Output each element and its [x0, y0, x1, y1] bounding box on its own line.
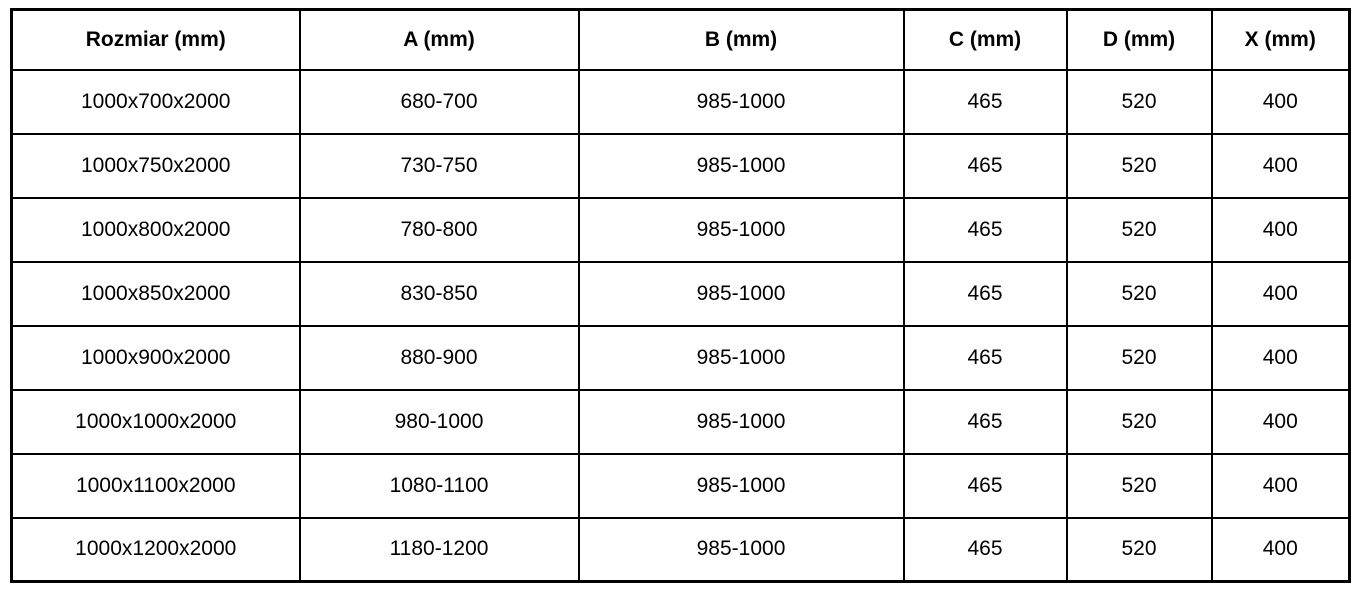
table-cell: 465: [902, 196, 1068, 263]
table-row: 1000x850x2000 830-850 985-1000 465 520 400: [10, 260, 1351, 327]
column-header-rozmiar: Rozmiar (mm): [10, 8, 301, 71]
table-cell: 1000x750x2000: [10, 132, 301, 199]
table-cell: 880-900: [298, 324, 580, 391]
table-cell: 680-700: [298, 68, 580, 135]
table-cell: 465: [902, 132, 1068, 199]
table-row: 1000x1200x2000 1180-1200 985-1000 465 520 400: [10, 516, 1351, 583]
table-cell: 465: [902, 388, 1068, 455]
table-cell: 1000x1000x2000: [10, 388, 301, 455]
table-cell: 730-750: [298, 132, 580, 199]
column-header-d: D (mm): [1065, 8, 1213, 71]
table-cell: 985-1000: [577, 388, 905, 455]
table-cell: 400: [1210, 260, 1351, 327]
table-row: 1000x1000x2000 980-1000 985-1000 465 520 400: [10, 388, 1351, 455]
table-cell: 1000x1200x2000: [10, 516, 301, 583]
table-cell: 985-1000: [577, 132, 905, 199]
table-cell: 1000x800x2000: [10, 196, 301, 263]
column-header-c: C (mm): [902, 8, 1068, 71]
table-cell: 980-1000: [298, 388, 580, 455]
table-cell: 985-1000: [577, 68, 905, 135]
table-cell: 985-1000: [577, 260, 905, 327]
table-cell: 1000x850x2000: [10, 260, 301, 327]
table-cell: 520: [1065, 452, 1213, 519]
table-cell: 985-1000: [577, 324, 905, 391]
column-header-x: X (mm): [1210, 8, 1351, 71]
column-header-a: A (mm): [298, 8, 580, 71]
table-cell: 1000x700x2000: [10, 68, 301, 135]
table-cell: 520: [1065, 132, 1213, 199]
table-cell: 400: [1210, 516, 1351, 583]
table-cell: 465: [902, 452, 1068, 519]
table-cell: 780-800: [298, 196, 580, 263]
table-cell: 830-850: [298, 260, 580, 327]
table-cell: 520: [1065, 196, 1213, 263]
table-cell: 1180-1200: [298, 516, 580, 583]
table-row: 1000x750x2000 730-750 985-1000 465 520 400: [10, 132, 1351, 199]
column-header-b: B (mm): [577, 8, 905, 71]
table-row: 1000x1100x2000 1080-1100 985-1000 465 520 400: [10, 452, 1351, 519]
table-cell: 400: [1210, 452, 1351, 519]
table-cell: 520: [1065, 260, 1213, 327]
table-cell: 520: [1065, 516, 1213, 583]
table-cell: 400: [1210, 388, 1351, 455]
table-cell: 1080-1100: [298, 452, 580, 519]
table-cell: 1000x1100x2000: [10, 452, 301, 519]
table-row: 1000x900x2000 880-900 985-1000 465 520 400: [10, 324, 1351, 391]
size-specification-table: Rozmiar (mm) A (mm) B (mm) C (mm) D (mm)…: [10, 8, 1351, 583]
table-cell: 465: [902, 516, 1068, 583]
table-header: Rozmiar (mm) A (mm) B (mm) C (mm) D (mm)…: [10, 8, 1351, 71]
table-cell: 985-1000: [577, 452, 905, 519]
table-cell: 400: [1210, 132, 1351, 199]
table-row: 1000x800x2000 780-800 985-1000 465 520 400: [10, 196, 1351, 263]
table-cell: 400: [1210, 324, 1351, 391]
table-body: 1000x700x2000 680-700 985-1000 465 520 400 100…: [10, 68, 1351, 583]
table-header-row: Rozmiar (mm) A (mm) B (mm) C (mm) D (mm)…: [10, 8, 1351, 71]
table-cell: 465: [902, 260, 1068, 327]
table-cell: 400: [1210, 68, 1351, 135]
table-cell: 1000x900x2000: [10, 324, 301, 391]
table-cell: 985-1000: [577, 196, 905, 263]
table-row: 1000x700x2000 680-700 985-1000 465 520 400: [10, 68, 1351, 135]
table-cell: 520: [1065, 68, 1213, 135]
table-cell: 465: [902, 324, 1068, 391]
table-cell: 985-1000: [577, 516, 905, 583]
table-cell: 520: [1065, 324, 1213, 391]
table-cell: 400: [1210, 196, 1351, 263]
table-cell: 465: [902, 68, 1068, 135]
table-cell: 520: [1065, 388, 1213, 455]
